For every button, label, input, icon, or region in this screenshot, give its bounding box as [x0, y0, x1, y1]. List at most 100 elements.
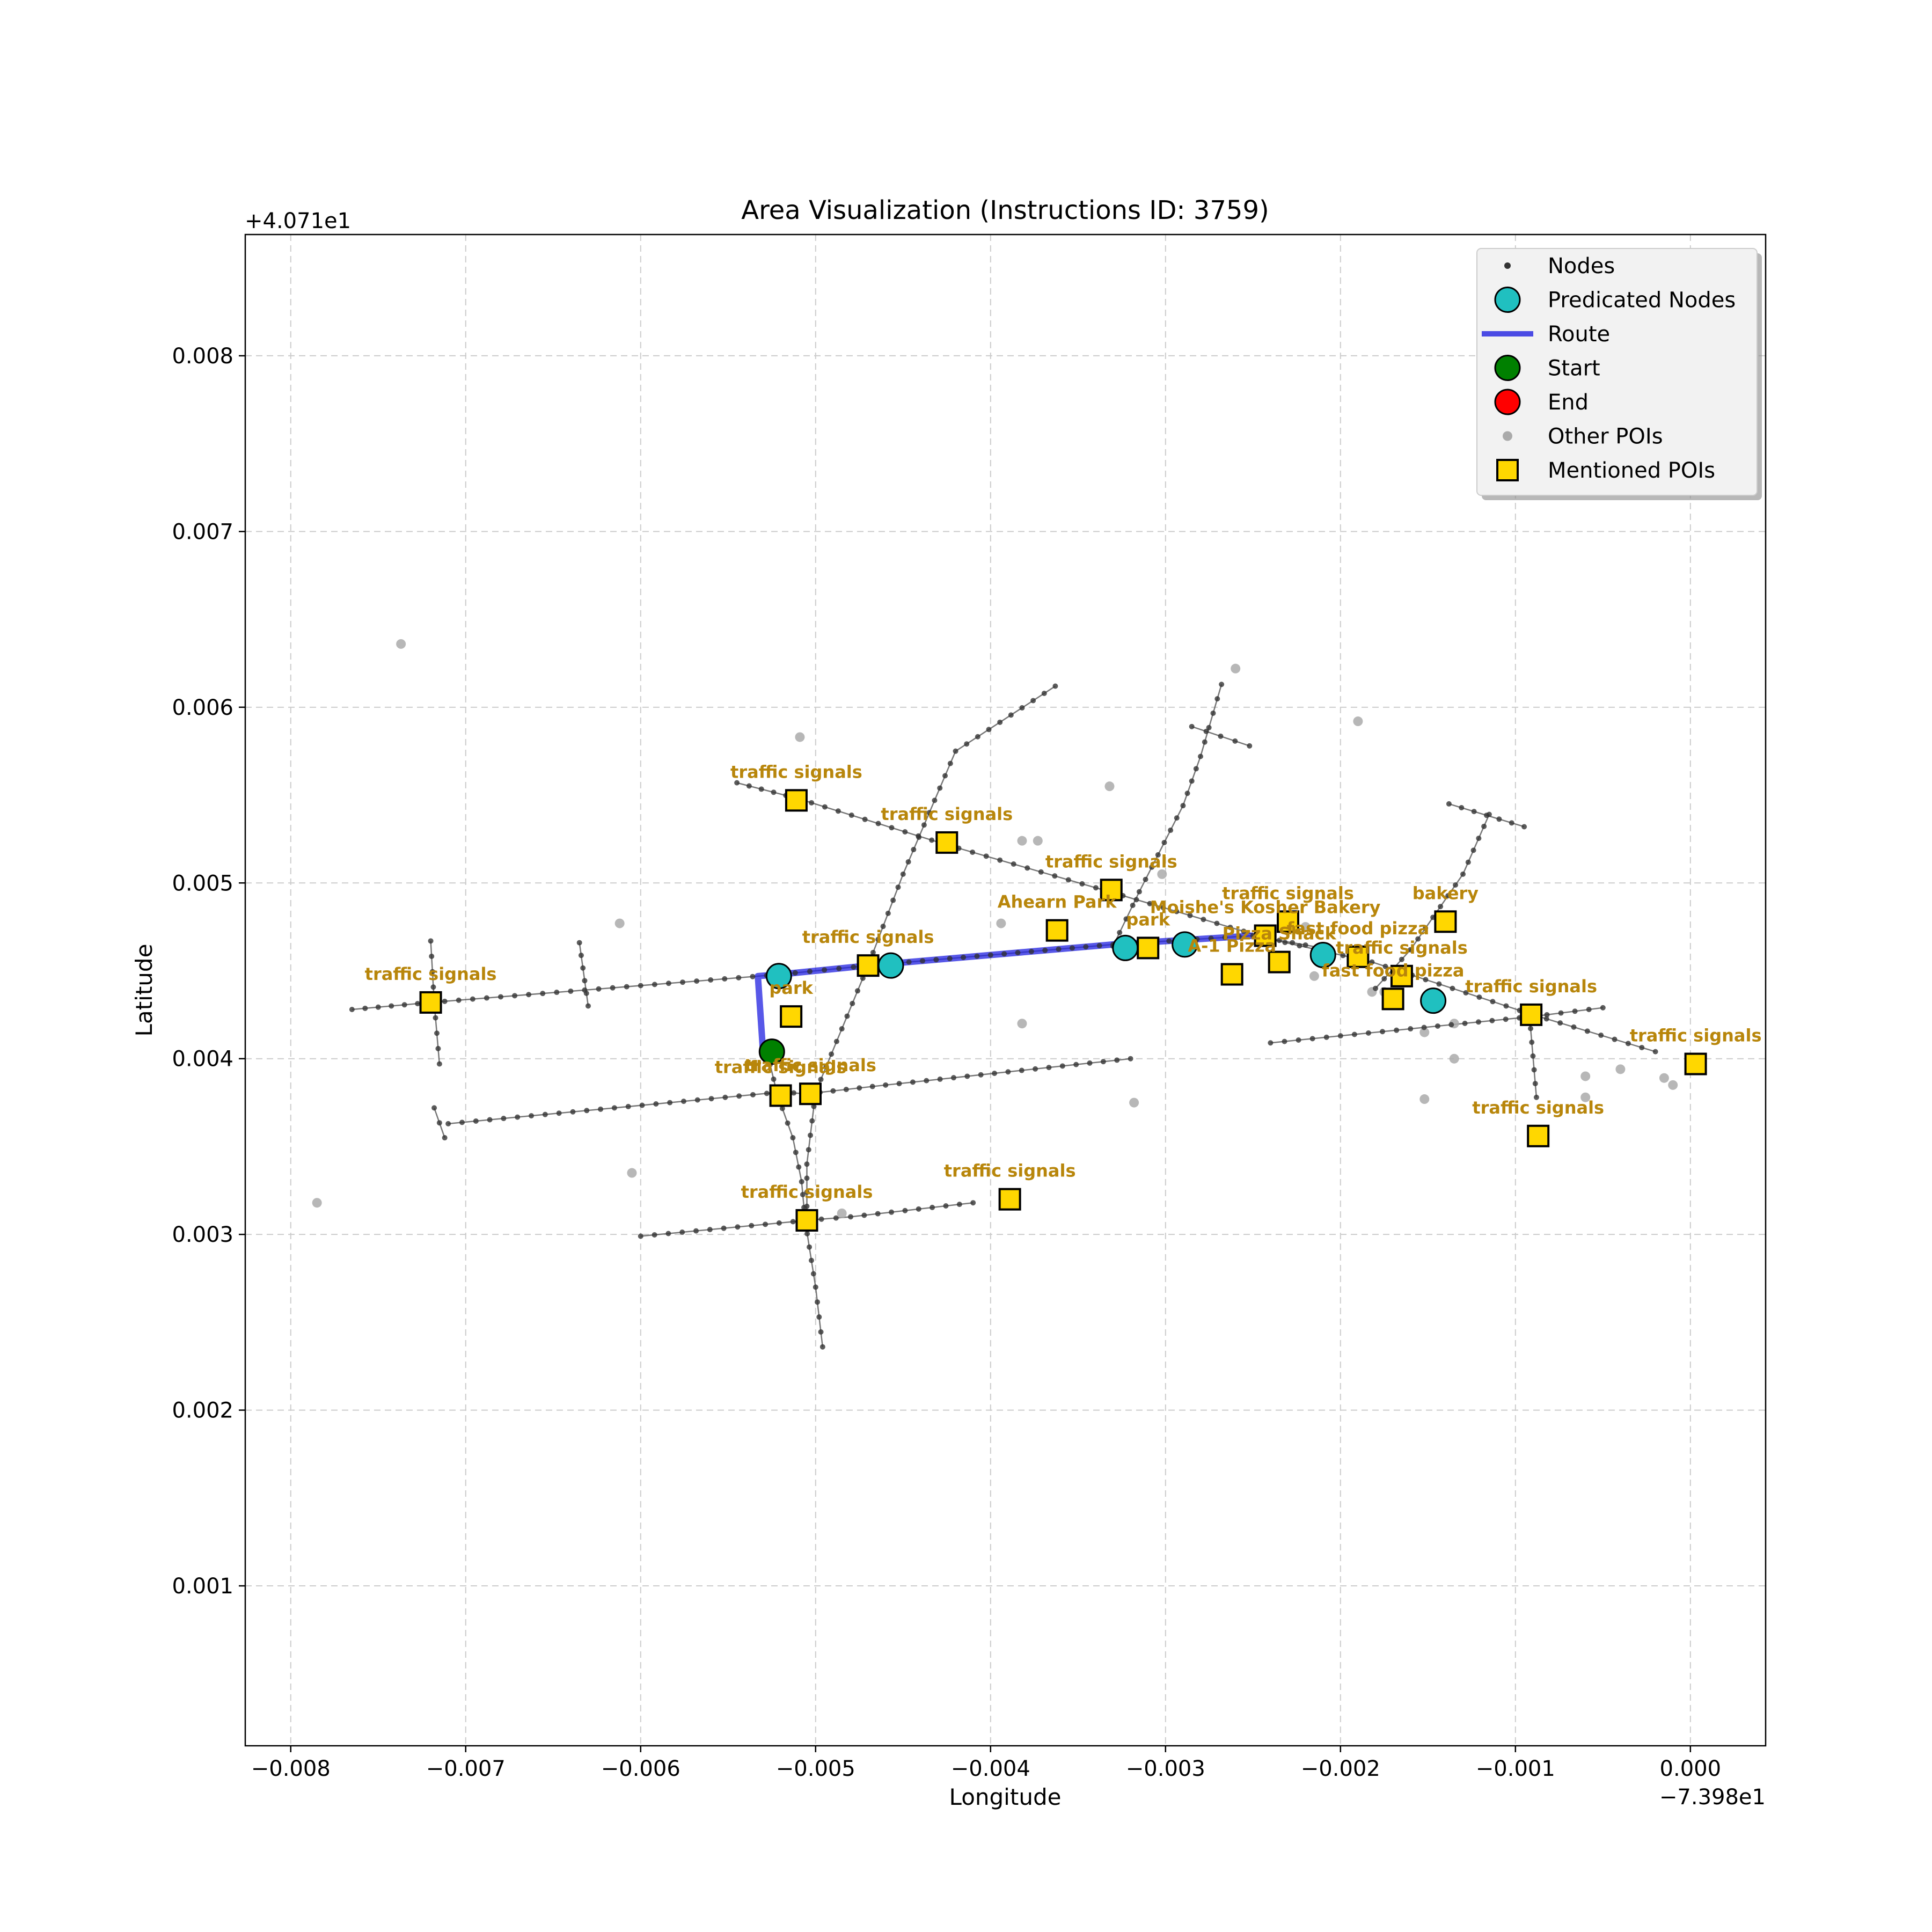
street-node — [1558, 1010, 1564, 1016]
street-node — [1189, 778, 1195, 784]
street-node — [1423, 925, 1429, 931]
street-node — [997, 857, 1003, 863]
street-node — [1236, 934, 1242, 940]
other-poi-marker — [1033, 836, 1043, 846]
street-node — [1201, 917, 1206, 923]
other-poi-marker — [1017, 836, 1027, 846]
legend-label: Route — [1548, 322, 1610, 347]
street-node — [902, 829, 908, 835]
street-node — [942, 773, 948, 779]
mentioned-poi-label: traffic signals — [730, 762, 862, 782]
street-node — [1382, 963, 1388, 969]
legend-node-symbol — [1504, 262, 1511, 269]
other-poi-marker — [1449, 1053, 1459, 1064]
mentioned-poi-label: bakery — [1413, 883, 1479, 903]
y-tick-label: 0.001 — [172, 1574, 233, 1599]
street-node — [810, 1271, 816, 1277]
street-node — [1030, 698, 1036, 704]
mentioned-poi-marker — [1390, 964, 1413, 987]
street-node — [362, 1005, 368, 1011]
street-node — [1187, 912, 1193, 918]
street-node — [961, 954, 967, 960]
street-node — [1208, 935, 1214, 941]
street-node — [1136, 889, 1142, 895]
street-node — [911, 847, 917, 853]
street-node — [1446, 801, 1452, 807]
street-node — [1096, 943, 1102, 949]
street-node — [905, 859, 911, 865]
predicated-node-marker — [1309, 942, 1336, 969]
mentioned-poi-marker — [1346, 945, 1370, 968]
street-node — [1203, 728, 1209, 734]
y-axis-title: Latitude — [131, 944, 157, 1037]
street-node — [796, 1164, 802, 1170]
street-node — [1462, 1020, 1468, 1026]
x-tick-label: −0.008 — [251, 1757, 331, 1781]
other-poi-marker — [1309, 971, 1319, 981]
street-node — [1079, 881, 1085, 887]
mentioned-poi-label: Moishe's Kosher Bakery — [1150, 897, 1381, 917]
street-node — [910, 1079, 916, 1085]
street-node — [1052, 683, 1058, 689]
street-node — [1337, 1033, 1343, 1039]
street-node — [556, 1110, 562, 1116]
street-node — [1147, 901, 1153, 906]
street-node — [721, 1225, 727, 1231]
street-node — [808, 1132, 814, 1138]
street-node — [1282, 1038, 1287, 1044]
street-node — [1531, 1067, 1537, 1073]
street-node — [833, 1038, 839, 1044]
street-node — [1530, 1053, 1536, 1059]
street-node — [833, 1215, 839, 1221]
street-node — [436, 1120, 442, 1126]
street-node — [1174, 815, 1180, 821]
legend-box — [1476, 248, 1758, 496]
street-node — [830, 1088, 836, 1094]
street-node — [1282, 940, 1288, 946]
legend-label: Other POIs — [1548, 425, 1663, 449]
street-node — [430, 984, 436, 990]
street-node — [1268, 1040, 1274, 1046]
street-node — [791, 1090, 797, 1096]
street-node — [1572, 1008, 1578, 1014]
mentioned-poi-label: A-1 Pizza — [1188, 936, 1276, 956]
other-poi-marker — [1419, 1027, 1430, 1037]
y-tick-label: 0.003 — [172, 1223, 233, 1247]
street-node — [822, 967, 828, 973]
mentioned-poi-marker — [1434, 910, 1457, 933]
other-poi-marker — [1580, 1071, 1591, 1081]
street-node — [1309, 1036, 1315, 1042]
y-tick-label: 0.006 — [172, 696, 233, 720]
street-node — [1584, 1028, 1590, 1034]
street-node — [1465, 859, 1471, 865]
street-node — [1015, 950, 1021, 956]
street-node — [497, 994, 503, 1000]
street-node — [1421, 1024, 1427, 1030]
street-node — [850, 1000, 855, 1006]
street-node — [582, 978, 588, 984]
street-node — [1083, 944, 1089, 950]
street-node — [1038, 869, 1044, 875]
street-node — [1600, 1005, 1606, 1011]
street-node — [694, 1097, 700, 1103]
street-node — [1100, 1059, 1106, 1065]
mentioned-poi-marker — [1137, 936, 1160, 960]
y-tick-label: 0.002 — [172, 1399, 233, 1423]
street-node — [1052, 873, 1058, 879]
street-node — [1073, 1062, 1079, 1067]
street-node — [804, 1231, 810, 1236]
other-poi-marker — [996, 918, 1006, 928]
street-node — [890, 897, 896, 903]
street-node — [885, 910, 891, 916]
street-node — [1214, 696, 1220, 702]
street-node — [1445, 893, 1451, 899]
street-node — [1470, 847, 1476, 853]
street-node — [807, 969, 813, 975]
predicated-node-marker — [1420, 987, 1447, 1014]
street-node — [1612, 1036, 1618, 1042]
street-node — [785, 1120, 791, 1126]
street-node — [1476, 836, 1482, 841]
street-node — [693, 1228, 699, 1234]
x-tick-label: −0.002 — [1301, 1757, 1380, 1781]
